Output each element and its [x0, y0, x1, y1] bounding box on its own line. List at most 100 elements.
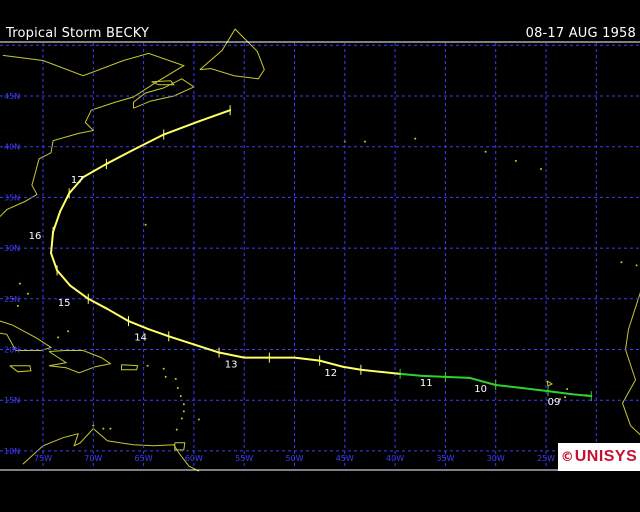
lon-label: 60W	[185, 454, 203, 463]
island	[635, 264, 638, 267]
lat-label: 45N	[4, 92, 20, 101]
track-segment	[50, 252, 59, 272]
coastline	[621, 292, 640, 436]
track-segment	[547, 390, 573, 396]
lat-label: 20N	[4, 346, 20, 355]
lon-label: 25W	[537, 454, 555, 463]
track-segment	[468, 376, 497, 386]
track-segment	[494, 383, 523, 390]
island	[102, 427, 105, 430]
track-segment	[359, 368, 382, 373]
day-label: 10	[474, 384, 487, 395]
coastline	[151, 80, 175, 86]
island	[26, 292, 29, 295]
unisys-logo: © UNISYS	[558, 443, 640, 471]
track-segment	[318, 359, 344, 368]
track-segment	[192, 343, 221, 354]
track-segment	[87, 297, 109, 310]
lon-label: 65W	[135, 454, 153, 463]
copyright-symbol: ©	[560, 449, 574, 465]
lat-label: 25N	[4, 295, 20, 304]
track-segment	[218, 351, 246, 359]
day-label: 11	[420, 378, 433, 389]
coastline	[133, 78, 195, 109]
coastline	[48, 350, 112, 374]
track-segment	[444, 375, 471, 379]
coastline	[0, 320, 53, 351]
track-segment	[132, 133, 165, 151]
island	[363, 140, 366, 143]
track-segment	[293, 356, 321, 362]
island	[559, 398, 562, 401]
day-label: 13	[225, 360, 238, 371]
lat-label: 15N	[4, 396, 20, 405]
lon-label: 40W	[386, 454, 404, 463]
island	[164, 375, 167, 378]
island	[174, 377, 177, 380]
lat-lon-grid	[0, 43, 640, 469]
track-segment	[127, 320, 150, 331]
island	[109, 427, 112, 430]
island	[566, 388, 569, 391]
storm-title: Tropical Storm BECKY	[6, 26, 150, 41]
track-segment	[379, 370, 402, 375]
coastline	[9, 365, 32, 373]
lon-label: 35W	[436, 454, 454, 463]
track-segment	[147, 328, 170, 338]
date-range: 08-17 AUG 1958	[525, 26, 636, 41]
grid-labels: 75W 70W 65W 60W 55W 50W 45W 40W 35W 30W 25W 45N 40N 3…	[4, 92, 555, 463]
lon-label: 45W	[336, 454, 354, 463]
island	[67, 330, 70, 333]
track-segment	[52, 210, 62, 233]
island	[18, 282, 21, 285]
island	[514, 159, 517, 162]
track-segment	[105, 148, 135, 165]
day-label: 17	[71, 175, 84, 186]
island	[197, 418, 200, 421]
day-labels: 09 10 11 12 13 14 15 16 17	[29, 175, 561, 408]
coastline	[0, 52, 185, 218]
island	[175, 428, 178, 431]
lat-label: 30N	[4, 244, 20, 253]
island	[16, 304, 19, 307]
lat-label: 35N	[4, 193, 20, 202]
island	[179, 395, 182, 398]
track-segment	[56, 269, 72, 287]
coastline	[121, 364, 139, 371]
lon-label: 30W	[487, 454, 505, 463]
coastline	[174, 442, 186, 451]
island	[414, 137, 417, 140]
lat-label: 10N	[4, 447, 20, 456]
lat-label: 40N	[4, 143, 20, 152]
coastline	[22, 427, 200, 472]
lon-label: 70W	[84, 454, 102, 463]
island	[539, 168, 542, 171]
track-segment	[162, 120, 200, 136]
track-segment	[106, 307, 130, 323]
day-label: 12	[324, 368, 337, 379]
island	[484, 150, 487, 153]
track-segment	[82, 162, 108, 179]
map-background	[0, 42, 640, 470]
track-segment	[167, 335, 195, 346]
coastline	[199, 28, 265, 80]
lon-label: 50W	[285, 454, 303, 463]
island	[57, 336, 60, 339]
track-segment	[341, 365, 362, 371]
track-segment	[520, 387, 550, 393]
track-segment	[197, 109, 232, 123]
track-segment	[570, 393, 593, 398]
island	[176, 387, 179, 390]
track-segment	[68, 176, 85, 195]
island	[620, 261, 623, 264]
island	[144, 223, 147, 226]
day-label: 09	[548, 397, 561, 408]
lon-label: 55W	[235, 454, 253, 463]
day-label: 14	[134, 332, 147, 343]
track-segment	[421, 374, 447, 378]
day-label: 16	[29, 231, 42, 242]
island	[92, 424, 95, 427]
day-label: 15	[58, 298, 71, 309]
island	[182, 410, 185, 413]
